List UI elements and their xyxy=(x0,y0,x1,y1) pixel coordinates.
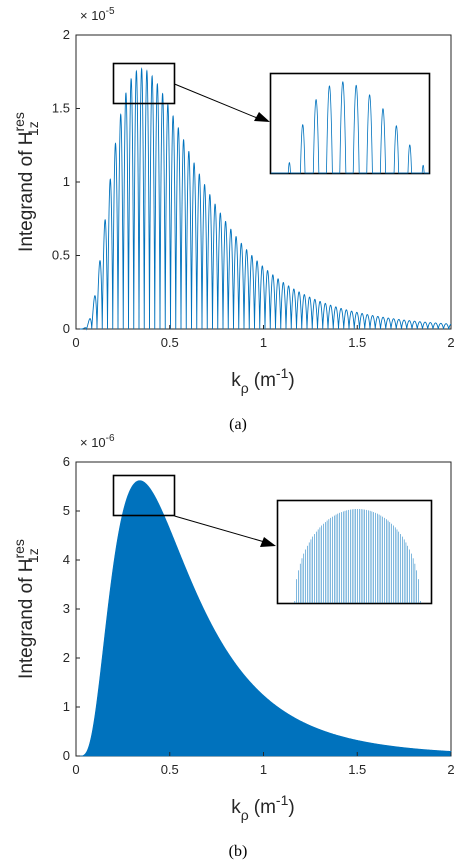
chart-b-y-tick-label: 5 xyxy=(63,503,70,518)
chart-b-y-label: Integrand of Hres1z xyxy=(11,539,41,679)
chart-a-y-exponent: × 10-5 xyxy=(80,6,115,23)
chart-a-inset-line xyxy=(271,81,429,174)
chart-a-x-tick-label: 1.5 xyxy=(348,335,366,350)
chart-a: 0 0.5 1 1.5 2 0 0.5 1 1.5 2 × 10-5 Integrand of … xyxy=(11,6,455,433)
chart-b-y-ticks: 0 1 2 3 4 5 6 xyxy=(63,454,80,763)
chart-b-y-tick-label: 4 xyxy=(63,552,70,567)
caption-b: (b) xyxy=(229,843,248,860)
chart-b-x-tick-label: 0.5 xyxy=(161,762,179,777)
caption-a: (a) xyxy=(229,416,247,433)
chart-b: 0 0.5 1 1.5 2 0 1 2 3 4 5 6 × 10-6 Integrand of Hr… xyxy=(11,433,455,860)
chart-b-y-tick-label: 2 xyxy=(63,650,70,665)
chart-a-x-tick-label: 1 xyxy=(260,335,267,350)
chart-b-y-tick-label: 6 xyxy=(63,454,70,469)
chart-a-y-tick-label: 2 xyxy=(63,27,70,42)
chart-a-x-tick-label: 0 xyxy=(72,335,79,350)
chart-b-inset-lines xyxy=(294,509,421,603)
chart-b-x-label: kρ (m-1) xyxy=(231,792,294,823)
chart-b-y-tick-label: 3 xyxy=(63,601,70,616)
chart-b-x-tick-label: 1 xyxy=(260,762,267,777)
chart-a-y-ticks: 0 0.5 1 1.5 2 xyxy=(52,27,80,336)
chart-b-zoom-arrow xyxy=(174,515,269,544)
chart-a-x-label: kρ (m-1) xyxy=(231,365,294,396)
chart-a-y-tick-label: 0.5 xyxy=(52,248,70,263)
chart-b-zoom-inset xyxy=(276,499,433,605)
chart-b-series-area xyxy=(76,480,452,757)
chart-b-y-tick-label: 1 xyxy=(63,699,70,714)
chart-a-zoom-arrow xyxy=(174,83,263,121)
chart-a-x-tick-label: 0.5 xyxy=(161,335,179,350)
chart-b-arrowhead xyxy=(260,537,276,547)
chart-a-y-label: Integrand of Hres1z xyxy=(11,112,41,252)
chart-b-y-exponent: × 10-6 xyxy=(80,433,115,450)
chart-b-x-ticks: 0 0.5 1 1.5 2 xyxy=(72,752,455,777)
chart-a-zoom-box xyxy=(112,62,176,105)
chart-a-arrowhead xyxy=(254,112,270,122)
chart-b-zoom-box xyxy=(112,474,176,517)
chart-b-y-tick-label: 0 xyxy=(63,748,70,763)
chart-a-zoom-inset xyxy=(269,72,431,175)
chart-a-x-tick-label: 2 xyxy=(447,335,454,350)
chart-a-y-tick-label: 1.5 xyxy=(52,101,70,116)
chart-a-x-ticks: 0 0.5 1 1.5 2 xyxy=(72,325,455,350)
chart-a-y-tick-label: 0 xyxy=(63,321,70,336)
chart-b-x-tick-label: 1.5 xyxy=(348,762,366,777)
chart-b-x-tick-label: 0 xyxy=(72,762,79,777)
chart-a-y-tick-label: 1 xyxy=(63,174,70,189)
chart-a-series-line xyxy=(76,67,452,331)
chart-b-x-tick-label: 2 xyxy=(447,762,454,777)
